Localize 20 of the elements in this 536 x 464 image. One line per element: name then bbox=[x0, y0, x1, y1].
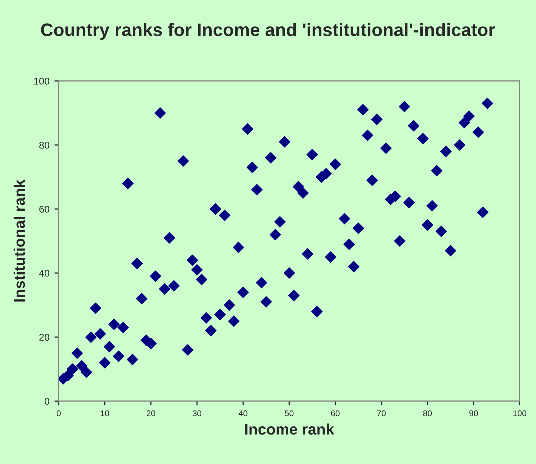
x-tick-label: 20 bbox=[146, 410, 156, 417]
x-axis-title: Income rank bbox=[245, 424, 334, 435]
x-tick-label: 0 bbox=[56, 410, 61, 417]
y-tick-label: 40 bbox=[39, 270, 50, 277]
x-tick-label: 40 bbox=[238, 410, 248, 417]
y-tick-label: 60 bbox=[40, 206, 50, 213]
y-axis-title: Institutional rank bbox=[14, 180, 26, 302]
x-tick-label: 30 bbox=[192, 410, 202, 417]
x-tick-label: 60 bbox=[331, 410, 340, 417]
x-tick-label: 100 bbox=[514, 410, 527, 417]
x-tick-label: 90 bbox=[470, 410, 478, 417]
y-tick-label: 20 bbox=[40, 334, 50, 341]
x-tick-label: 50 bbox=[285, 410, 294, 417]
x-tick-label: 10 bbox=[101, 410, 110, 417]
y-tick-label: 100 bbox=[34, 78, 50, 85]
chart-title: Country ranks for Income and 'institutional'-indicator bbox=[41, 23, 496, 40]
y-tick-label: 80 bbox=[40, 142, 50, 149]
x-tick-label: 80 bbox=[423, 410, 432, 417]
x-tick-label: 70 bbox=[377, 410, 386, 417]
y-tick-label: 0 bbox=[44, 398, 50, 405]
